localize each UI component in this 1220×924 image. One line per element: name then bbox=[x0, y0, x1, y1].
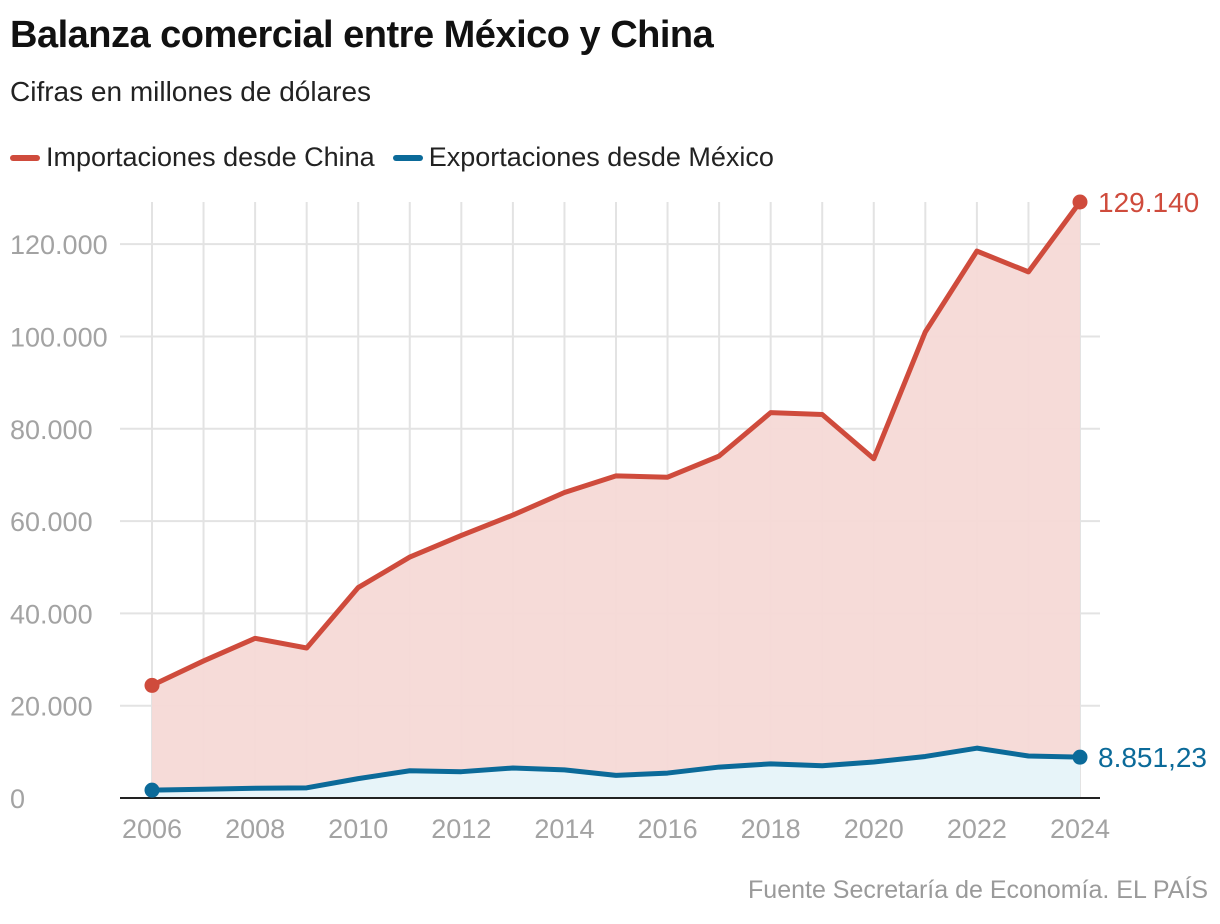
line-series-0 bbox=[149, 199, 1083, 688]
end-label-series-0: 129.140 bbox=[1098, 187, 1199, 218]
y-tick-label-120000: 120.000 bbox=[10, 230, 108, 260]
legend-swatch-exports bbox=[392, 154, 423, 161]
legend-label-imports: Importaciones desde China bbox=[46, 142, 375, 172]
chart-subtitle: Cifras en millones de dólares bbox=[10, 76, 372, 107]
point-series-0-2024 bbox=[1072, 194, 1088, 210]
legend-label-exports: Exportaciones desde México bbox=[428, 142, 774, 172]
y-tick-label-60000: 60.000 bbox=[10, 507, 93, 537]
line-series-1 bbox=[149, 745, 1083, 793]
source-note: Fuente Secretaría de Economía. EL PAÍS bbox=[748, 876, 1208, 904]
y-tick-label-20000: 20.000 bbox=[10, 692, 93, 722]
x-tick-label-2008: 2008 bbox=[225, 814, 285, 844]
legend-item-imports: Importaciones desde China bbox=[10, 142, 375, 173]
area-chart: 129.140 8.851,23 0 20.000 40.000 60.000 80.000… bbox=[10, 187, 1207, 844]
y-tick-label-100000: 100.000 bbox=[10, 322, 108, 352]
x-tick-label-2024: 2024 bbox=[1050, 814, 1110, 844]
point-series-0-2006 bbox=[144, 677, 160, 693]
area-series-0 bbox=[152, 202, 1080, 798]
x-tick-label-2018: 2018 bbox=[741, 814, 801, 844]
y-tick-label-80000: 80.000 bbox=[10, 415, 93, 445]
point-series-1-2024 bbox=[1072, 749, 1088, 765]
area-series-1 bbox=[152, 748, 1080, 798]
chart-title: Balanza comercial entre México y China bbox=[10, 14, 714, 56]
x-tick-label-2022: 2022 bbox=[947, 814, 1007, 844]
legend-item-exports: Exportaciones desde México bbox=[392, 142, 774, 173]
x-tick-label-2014: 2014 bbox=[534, 814, 594, 844]
y-tick-label-0: 0 bbox=[10, 784, 25, 814]
x-tick-label-2010: 2010 bbox=[328, 814, 388, 844]
legend: Importaciones desde China Exportaciones … bbox=[10, 142, 792, 173]
x-tick-label-2006: 2006 bbox=[122, 814, 182, 844]
x-tick-label-2020: 2020 bbox=[844, 814, 904, 844]
x-tick-label-2016: 2016 bbox=[638, 814, 698, 844]
legend-swatch-imports bbox=[10, 154, 40, 161]
y-tick-label-40000: 40.000 bbox=[10, 599, 93, 629]
end-label-series-1: 8.851,23 bbox=[1098, 742, 1207, 773]
x-tick-label-2012: 2012 bbox=[431, 814, 491, 844]
point-series-1-2006 bbox=[144, 782, 160, 798]
